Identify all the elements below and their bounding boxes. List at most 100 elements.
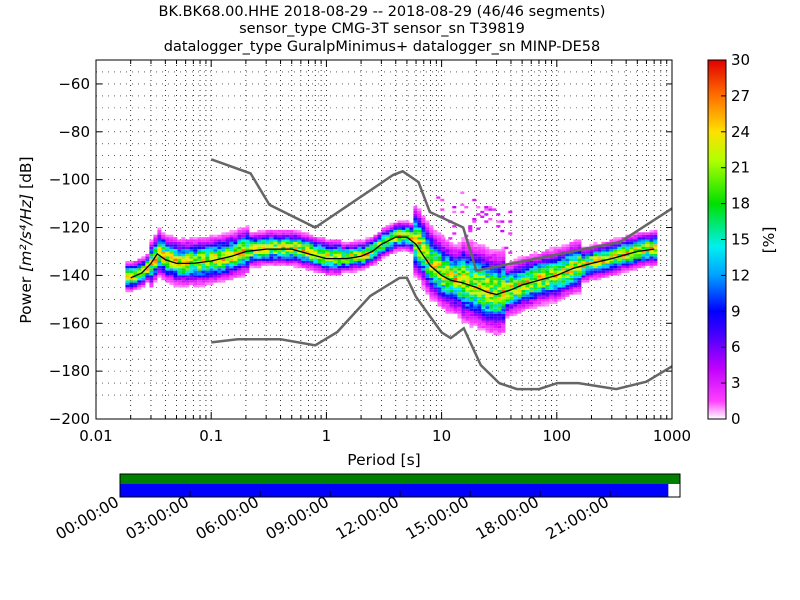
heatmap-cell	[333, 249, 338, 252]
heatmap-cell	[501, 277, 506, 281]
heatmap-cell	[405, 244, 410, 247]
heatmap-cell	[245, 237, 250, 240]
heatmap-cell	[464, 206, 469, 209]
heatmap-cell	[409, 246, 414, 250]
heatmap-cell	[229, 277, 234, 281]
heatmap-cell	[269, 234, 274, 238]
heatmap-cell	[237, 234, 242, 238]
heatmap-cell	[369, 256, 374, 259]
heatmap-cell	[461, 275, 466, 278]
heatmap-cell	[381, 232, 386, 235]
heatmap-cell	[637, 244, 642, 247]
heatmap-cell	[141, 261, 146, 264]
heatmap-cell	[373, 241, 378, 245]
heatmap-cell	[445, 304, 450, 307]
heatmap-cell	[448, 237, 453, 240]
heatmap-cell	[193, 261, 198, 264]
heatmap-cell	[601, 253, 606, 257]
heatmap-cell	[433, 299, 438, 302]
heatmap-cell	[221, 270, 226, 273]
heatmap-cell	[641, 246, 646, 250]
heatmap-cell	[481, 275, 486, 278]
heatmap-cell	[509, 268, 514, 271]
heatmap-cell	[481, 313, 486, 317]
heatmap-cell	[305, 256, 310, 259]
heatmap-cell	[257, 258, 262, 261]
heatmap-cell	[349, 268, 354, 271]
heatmap-cell	[281, 244, 286, 247]
heatmap-cell	[429, 296, 434, 300]
heatmap-cell	[129, 263, 134, 266]
heatmap-cell	[345, 263, 350, 266]
heatmap-cell	[129, 275, 134, 278]
heatmap-cell	[417, 210, 422, 214]
heatmap-cell	[341, 270, 346, 273]
heatmap-cell	[401, 220, 406, 223]
heatmap-cell	[597, 258, 602, 261]
heatmap-cell	[553, 270, 558, 273]
heatmap-cell	[177, 253, 182, 257]
heatmap-cell	[501, 306, 506, 309]
heatmap-cell	[273, 232, 278, 235]
heatmap-cell	[389, 229, 394, 233]
heatmap-cell	[205, 268, 210, 271]
heatmap-cell	[621, 265, 626, 269]
heatmap-cell	[449, 244, 454, 247]
heatmap-cell	[437, 277, 442, 281]
heatmap-cell	[549, 289, 554, 293]
heatmap-cell	[609, 258, 614, 261]
heatmap-cell	[549, 251, 554, 254]
x-tick-label: 100	[542, 427, 571, 445]
heatmap-cell	[173, 277, 178, 281]
heatmap-cell	[329, 263, 334, 266]
heatmap-cell	[209, 263, 214, 266]
colorbar-tick-label: 21	[731, 159, 750, 177]
heatmap-cell	[245, 256, 250, 259]
heatmap-cell	[217, 251, 222, 254]
heatmap-cell	[173, 263, 178, 266]
heatmap-cell	[289, 256, 294, 259]
heatmap-cell	[245, 241, 250, 245]
heatmap-cell	[257, 263, 262, 266]
heatmap-cell	[469, 308, 474, 312]
heatmap-cell	[573, 251, 578, 254]
heatmap-cell	[317, 265, 322, 269]
heatmap-cell	[629, 239, 634, 242]
heatmap-cell	[533, 294, 538, 297]
heatmap-cell	[609, 273, 614, 276]
heatmap-cell	[385, 234, 390, 238]
heatmap-cell	[133, 273, 138, 276]
heatmap-cell	[261, 244, 266, 247]
heatmap-cell	[497, 304, 502, 307]
heatmap-cell	[181, 263, 186, 266]
heatmap-cell	[585, 275, 590, 278]
heatmap-cell	[357, 244, 362, 247]
heatmap-cell	[217, 253, 222, 257]
heatmap-cell	[485, 330, 490, 333]
heatmap-cell	[237, 241, 242, 245]
heatmap-cell	[585, 280, 590, 283]
heatmap-cell	[517, 308, 522, 312]
heatmap-cell	[437, 256, 442, 259]
heatmap-cell	[413, 206, 418, 209]
heatmap-cell	[605, 265, 610, 269]
heatmap-cell	[153, 246, 158, 250]
heatmap-cell	[609, 246, 614, 250]
heatmap-cell	[421, 215, 426, 218]
heatmap-cell	[565, 268, 570, 271]
heatmap-cell	[617, 244, 622, 247]
heatmap-cell	[165, 237, 170, 240]
heatmap-cell	[353, 263, 358, 266]
heatmap-cell	[477, 277, 482, 281]
heatmap-cell	[561, 280, 566, 283]
heatmap-cell	[613, 273, 618, 276]
heatmap-cell	[193, 251, 198, 254]
heatmap-cell	[221, 246, 226, 250]
heatmap-cell	[417, 263, 422, 266]
heatmap-cell	[441, 246, 446, 250]
heatmap-cell	[413, 220, 418, 223]
heatmap-cell	[401, 232, 406, 235]
heatmap-cell	[500, 220, 505, 223]
heatmap-cell	[185, 265, 190, 269]
heatmap-cell	[205, 237, 210, 240]
